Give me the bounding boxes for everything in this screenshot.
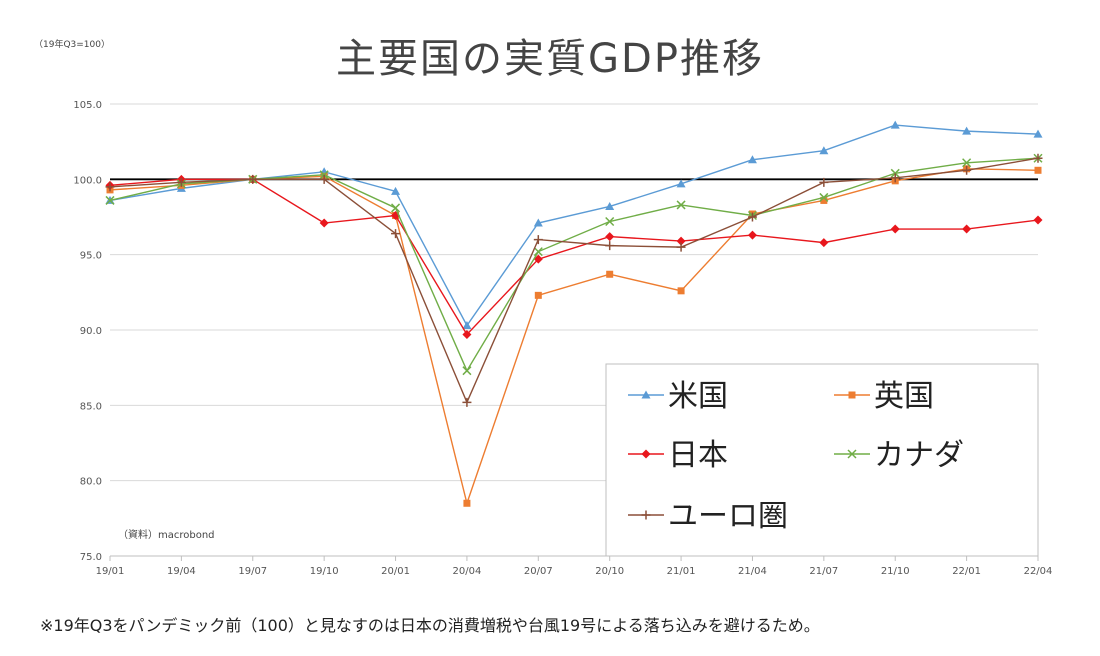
data-point <box>319 174 329 184</box>
x-tick-label: 20/04 <box>453 566 482 577</box>
data-point <box>819 146 829 155</box>
data-point <box>391 203 401 213</box>
legend-marker <box>641 390 651 399</box>
data-point <box>606 270 614 278</box>
data-point <box>962 165 972 175</box>
data-point <box>819 177 829 187</box>
series-line <box>109 178 1039 336</box>
legend-marker <box>641 449 651 459</box>
y-tick-label: 90.0 <box>80 326 102 337</box>
data-point <box>890 168 900 178</box>
legend-box <box>605 363 1039 557</box>
x-tick-label: 19/04 <box>167 566 196 577</box>
x-tick-label: 20/01 <box>381 566 410 577</box>
data-point <box>391 186 401 195</box>
data-point <box>105 182 115 192</box>
x-tick-label: 20/07 <box>524 566 553 577</box>
data-point <box>605 241 615 251</box>
data-point <box>890 173 900 183</box>
data-point <box>533 235 543 245</box>
y-tick-label: 80.0 <box>80 477 102 488</box>
data-point <box>462 320 472 329</box>
x-tick-label: 22/01 <box>952 566 981 577</box>
data-point <box>605 232 615 242</box>
data-point <box>605 216 615 227</box>
data-point <box>676 236 686 246</box>
data-point <box>105 195 115 205</box>
chart-title: 主要国の実質GDP推移 <box>336 36 764 82</box>
data-point <box>462 366 472 376</box>
data-point <box>890 224 900 234</box>
legend-marker <box>847 449 857 459</box>
data-point <box>747 230 757 240</box>
series-line <box>109 157 1039 373</box>
data-point <box>962 126 972 135</box>
data-point <box>820 196 828 204</box>
data-point <box>462 330 472 340</box>
legend-label: 米国 <box>668 379 728 414</box>
data-point <box>248 174 258 184</box>
legend-marker <box>848 391 856 399</box>
data-point <box>676 179 686 188</box>
y-axis-unit-label: （19年Q3=100） <box>34 40 110 50</box>
series-line <box>109 157 1039 405</box>
data-point <box>319 170 329 180</box>
data-point <box>463 499 471 507</box>
data-point <box>747 212 757 222</box>
footnote: ※19年Q3をパンデミック前（100）と見なすのは日本の消費増税や台風19号によ… <box>40 616 820 635</box>
data-point <box>534 291 542 299</box>
data-point <box>605 201 615 210</box>
x-tick-label: 19/01 <box>96 566 125 577</box>
data-point <box>319 218 329 228</box>
data-point <box>533 254 543 264</box>
legend-label: ユーロ圏 <box>668 499 788 534</box>
x-tick-label: 21/10 <box>881 566 910 577</box>
data-point <box>677 287 685 295</box>
data-point <box>1033 129 1043 138</box>
data-point <box>1033 153 1043 163</box>
y-tick-label: 85.0 <box>80 401 102 412</box>
data-point <box>890 120 900 129</box>
data-point <box>676 200 686 210</box>
data-point <box>176 177 186 187</box>
series-line <box>109 124 1039 327</box>
x-tick-label: 20/10 <box>595 566 624 577</box>
x-tick-label: 22/04 <box>1024 566 1053 577</box>
data-point <box>462 397 472 407</box>
y-tick-label: 95.0 <box>80 251 102 262</box>
data-point <box>1034 166 1042 174</box>
x-tick-label: 19/07 <box>238 566 267 577</box>
x-tick-label: 21/07 <box>809 566 838 577</box>
data-point <box>819 192 829 202</box>
legend-label: カナダ <box>874 438 964 473</box>
data-point <box>533 247 543 257</box>
legend-label: 英国 <box>874 379 934 414</box>
data-point <box>391 229 401 239</box>
data-point <box>676 242 686 252</box>
data-point <box>533 218 543 227</box>
y-tick-label: 105.0 <box>73 100 102 111</box>
data-point <box>962 158 972 168</box>
data-point <box>962 224 972 234</box>
data-point <box>747 155 757 164</box>
source-label: （資料）macrobond <box>118 528 215 541</box>
x-tick-label: 21/04 <box>738 566 767 577</box>
data-point <box>1033 215 1043 225</box>
y-tick-label: 75.0 <box>80 552 102 563</box>
data-point <box>819 238 829 248</box>
legend-label: 日本 <box>668 438 728 473</box>
chart-area: 105.0 100.0 95.0 90.0 85.0 80.0 75.0 19/01 19/04… <box>73 100 1053 577</box>
x-tick-label: 21/01 <box>667 566 696 577</box>
x-tick-label: 19/10 <box>310 566 339 577</box>
legend-marker <box>641 510 651 520</box>
y-tick-label: 100.0 <box>73 175 102 186</box>
